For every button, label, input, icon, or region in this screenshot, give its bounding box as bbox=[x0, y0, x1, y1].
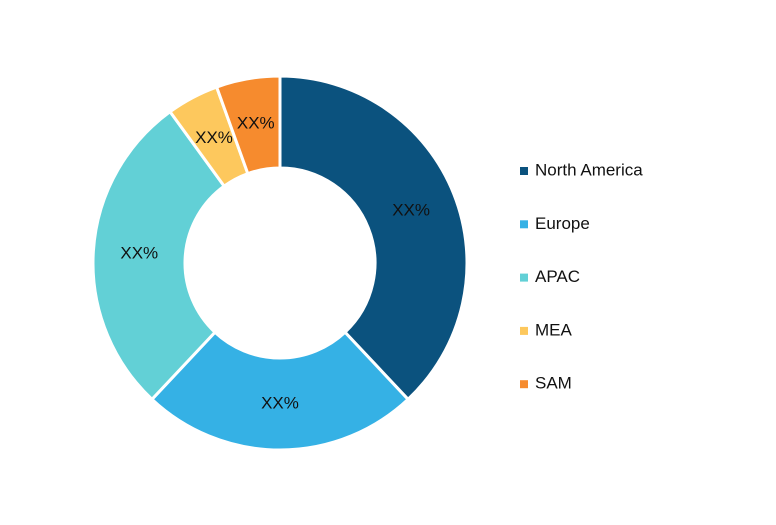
value-label: XX% bbox=[195, 128, 233, 147]
legend-label: MEA bbox=[535, 320, 573, 339]
value-label: XX% bbox=[392, 201, 430, 220]
value-label: XX% bbox=[261, 393, 299, 412]
slice bbox=[278, 74, 469, 402]
legend-swatch bbox=[520, 326, 528, 335]
legend-label: APAC bbox=[535, 267, 580, 286]
value-label: XX% bbox=[120, 244, 158, 263]
value-label: XX% bbox=[237, 114, 275, 133]
legend-swatch bbox=[520, 167, 528, 175]
slice bbox=[214, 74, 282, 176]
legend-label: Europe bbox=[535, 214, 590, 233]
slice bbox=[149, 330, 411, 452]
legend-swatch bbox=[520, 220, 528, 229]
legend-label: North America bbox=[535, 160, 643, 179]
legend-swatch bbox=[520, 273, 528, 282]
legend-swatch bbox=[520, 380, 528, 389]
slice bbox=[91, 109, 227, 402]
legend-label: SAM bbox=[535, 374, 572, 393]
